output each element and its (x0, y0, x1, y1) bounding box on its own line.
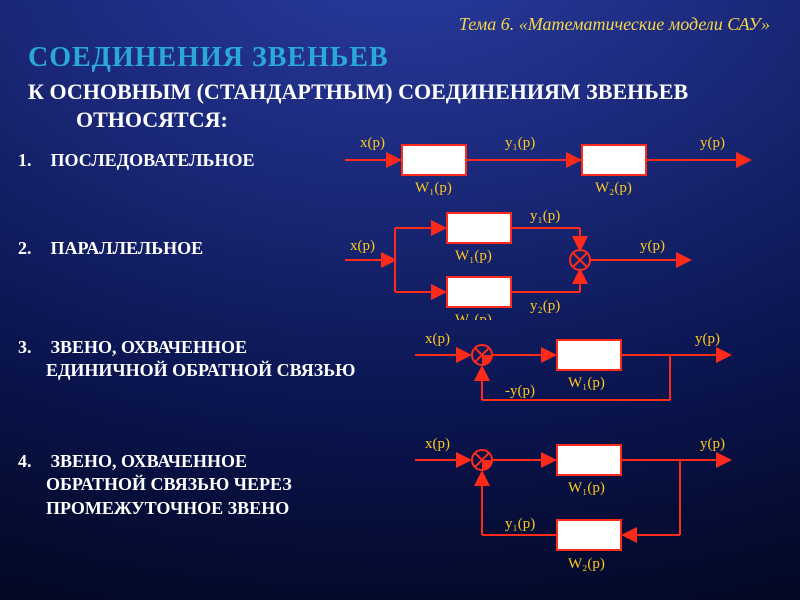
lbl-y1p: y₁(p) (505, 135, 535, 151)
block-w1 (402, 145, 466, 175)
item-3: 3. ЗВЕНО, ОХВАЧЕННОЕ ЕДИНИЧНОЙ ОБРАТНОЙ … (18, 336, 355, 381)
item-3-text-a: ЗВЕНО, ОХВАЧЕННОЕ (51, 337, 247, 357)
block-w2 (447, 277, 511, 307)
lbl-w1: W₁(p) (455, 248, 492, 264)
lbl-w1: W₁(p) (415, 180, 452, 196)
page-title: СОЕДИНЕНИЯ ЗВЕНЬЕВ (28, 42, 389, 74)
diagram-block-feedback: x(p) y(p) y₁(p) W₁(p) W₂(p) (410, 430, 780, 590)
block-w1 (557, 340, 621, 370)
item-1-num: 1. (18, 150, 46, 171)
lbl-w2: W₂(p) (455, 312, 492, 320)
diagram-parallel: x(p) y₁(p) y₂(p) y(p) W₁(p) W₂(p) (340, 200, 780, 320)
lbl-w2: W₂(p) (568, 556, 605, 572)
block-w2 (557, 520, 621, 550)
lbl-xp: x(p) (350, 238, 375, 254)
item-2-num: 2. (18, 238, 46, 259)
lbl-yp: y(p) (700, 135, 725, 151)
block-w2 (582, 145, 646, 175)
lbl-y1p: y₁(p) (530, 208, 560, 224)
item-4-text-b: ОБРАТНОЙ СВЯЗЬЮ ЧЕРЕЗ (46, 474, 292, 494)
item-2-text: ПАРАЛЛЕЛЬНОЕ (51, 238, 204, 258)
lbl-w1: W₁(p) (568, 480, 605, 496)
diagram-serial: x(p) y₁(p) y(p) W₁(p) W₂(p) (340, 130, 780, 200)
subtitle: К ОСНОВНЫМ (СТАНДАРТНЫМ) СОЕДИНЕНИЯМ ЗВЕ… (28, 78, 780, 133)
topic-text: Тема 6. «Математические модели САУ» (0, 14, 770, 35)
item-1-text: ПОСЛЕДОВАТЕЛЬНОЕ (51, 150, 255, 170)
lbl-xp: x(p) (425, 436, 450, 452)
lbl-myp: -y(p) (505, 383, 535, 399)
lbl-yp: y(p) (695, 331, 720, 347)
item-4-text-a: ЗВЕНО, ОХВАЧЕННОЕ (51, 451, 247, 471)
block-w1 (447, 213, 511, 243)
item-3-text-b: ЕДИНИЧНОЙ ОБРАТНОЙ СВЯЗЬЮ (46, 360, 355, 380)
subtitle-line1: К ОСНОВНЫМ (СТАНДАРТНЫМ) СОЕДИНЕНИЯМ ЗВЕ… (28, 79, 688, 104)
block-w1 (557, 445, 621, 475)
item-4-text-c: ПРОМЕЖУТОЧНОЕ ЗВЕНО (46, 498, 289, 518)
lbl-y1p: y₁(p) (505, 516, 535, 532)
item-4: 4. ЗВЕНО, ОХВАЧЕННОЕ ОБРАТНОЙ СВЯЗЬЮ ЧЕР… (18, 450, 292, 520)
item-4-num: 4. (18, 450, 46, 473)
lbl-yp: y(p) (700, 436, 725, 452)
lbl-w1: W₁(p) (568, 375, 605, 391)
diagram-unity-feedback: x(p) y(p) -y(p) W₁(p) (410, 325, 780, 425)
subtitle-line2: ОТНОСЯТСЯ: (76, 107, 228, 132)
lbl-w2: W₂(p) (595, 180, 632, 196)
item-3-num: 3. (18, 336, 46, 359)
item-1: 1. ПОСЛЕДОВАТЕЛЬНОЕ (18, 150, 254, 171)
lbl-xp: x(p) (360, 135, 385, 151)
lbl-y2p: y₂(p) (530, 298, 560, 314)
lbl-xp: x(p) (425, 331, 450, 347)
item-2: 2. ПАРАЛЛЕЛЬНОЕ (18, 238, 203, 259)
lbl-yp: y(p) (640, 238, 665, 254)
